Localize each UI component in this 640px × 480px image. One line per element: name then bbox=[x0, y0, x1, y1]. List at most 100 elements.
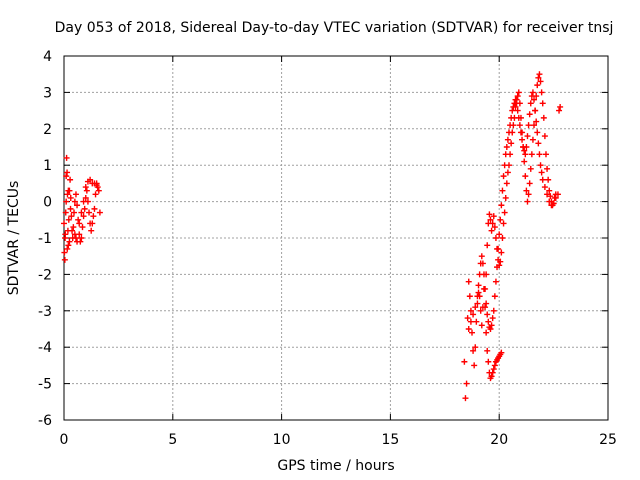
data-point bbox=[554, 191, 561, 198]
data-point bbox=[473, 318, 480, 325]
data-point bbox=[488, 322, 495, 329]
y-axis-label: SDTVAR / TECUs bbox=[6, 181, 22, 296]
data-point bbox=[535, 140, 542, 147]
data-point bbox=[526, 111, 533, 118]
data-point bbox=[464, 315, 471, 322]
data-point bbox=[546, 187, 553, 194]
data-point bbox=[83, 187, 90, 194]
data-point bbox=[523, 144, 530, 150]
data-point bbox=[484, 311, 491, 318]
data-point bbox=[539, 176, 546, 183]
y-tick-label: -4 bbox=[38, 340, 52, 356]
data-point bbox=[489, 220, 496, 227]
data-point bbox=[65, 242, 72, 249]
data-point bbox=[478, 322, 485, 329]
data-point bbox=[490, 213, 497, 220]
data-point bbox=[536, 71, 543, 78]
data-point bbox=[95, 187, 102, 194]
data-point bbox=[71, 231, 78, 238]
data-point bbox=[534, 129, 541, 136]
data-point bbox=[546, 198, 553, 205]
data-point bbox=[521, 158, 528, 165]
data-point bbox=[494, 264, 501, 271]
data-point bbox=[75, 216, 82, 223]
data-point bbox=[534, 82, 541, 89]
data-point bbox=[488, 373, 495, 380]
data-point bbox=[461, 358, 468, 365]
data-point bbox=[519, 136, 526, 143]
data-point bbox=[76, 220, 83, 227]
data-point bbox=[485, 318, 492, 325]
data-point bbox=[544, 191, 551, 198]
data-point bbox=[92, 191, 99, 198]
data-point bbox=[535, 74, 542, 81]
chart-title: Day 053 of 2018, Sidereal Day-to-day VTE… bbox=[55, 20, 614, 36]
data-point bbox=[62, 209, 69, 216]
y-tick-label: 1 bbox=[43, 158, 52, 174]
axis-ticks: 0 5 10 15 20 25 -6 -5 -4 -3 -2 -1 0 1 2 3 4 bbox=[38, 49, 617, 448]
data-point bbox=[510, 103, 517, 110]
data-point bbox=[470, 311, 477, 318]
data-point bbox=[72, 235, 79, 241]
data-point bbox=[529, 136, 536, 143]
data-point bbox=[544, 165, 551, 172]
data-point bbox=[71, 209, 78, 216]
data-point bbox=[63, 198, 70, 205]
data-point bbox=[498, 249, 505, 256]
data-point bbox=[490, 366, 497, 373]
data-point bbox=[547, 193, 554, 200]
data-point bbox=[537, 162, 544, 169]
data-point bbox=[88, 227, 95, 234]
data-point bbox=[80, 198, 87, 205]
data-point bbox=[538, 169, 545, 176]
data-point bbox=[485, 358, 492, 365]
data-point bbox=[64, 245, 71, 252]
data-point bbox=[499, 187, 506, 194]
data-point bbox=[466, 293, 473, 300]
data-point bbox=[81, 205, 88, 212]
y-tick-label: -6 bbox=[38, 413, 52, 429]
y-tick-label: -5 bbox=[38, 377, 52, 393]
x-tick-label: 20 bbox=[490, 432, 508, 448]
data-point bbox=[478, 253, 485, 260]
data-point bbox=[512, 96, 519, 103]
data-point bbox=[527, 165, 534, 172]
data-point bbox=[522, 151, 529, 158]
data-point bbox=[490, 307, 497, 314]
data-point bbox=[67, 176, 74, 183]
data-point bbox=[515, 89, 522, 96]
data-point bbox=[474, 300, 481, 307]
data-point bbox=[525, 191, 532, 198]
data-point bbox=[557, 103, 564, 110]
data-point bbox=[489, 315, 496, 322]
data-point bbox=[528, 93, 535, 100]
y-tick-label: 4 bbox=[43, 49, 52, 65]
data-point bbox=[503, 180, 510, 187]
data-point bbox=[477, 307, 484, 314]
data-point bbox=[72, 191, 79, 198]
data-point bbox=[70, 224, 77, 231]
data-point bbox=[67, 194, 74, 201]
data-point bbox=[499, 235, 506, 241]
data-point bbox=[538, 89, 545, 96]
data-point bbox=[87, 176, 94, 183]
data-point bbox=[517, 129, 524, 136]
y-tick-label: 3 bbox=[43, 85, 52, 101]
data-point bbox=[63, 154, 70, 161]
data-point bbox=[471, 362, 478, 369]
data-point bbox=[484, 242, 491, 249]
data-point bbox=[472, 344, 479, 351]
data-point bbox=[514, 93, 521, 100]
data-point bbox=[528, 151, 535, 158]
y-tick-label: -2 bbox=[38, 267, 52, 283]
data-point bbox=[489, 369, 496, 376]
data-point bbox=[480, 271, 487, 278]
data-point bbox=[491, 362, 498, 369]
data-point bbox=[500, 173, 507, 180]
data-point bbox=[82, 194, 89, 201]
data-point bbox=[513, 100, 520, 107]
data-point bbox=[531, 122, 538, 129]
data-point bbox=[90, 213, 97, 220]
data-point bbox=[516, 122, 523, 129]
